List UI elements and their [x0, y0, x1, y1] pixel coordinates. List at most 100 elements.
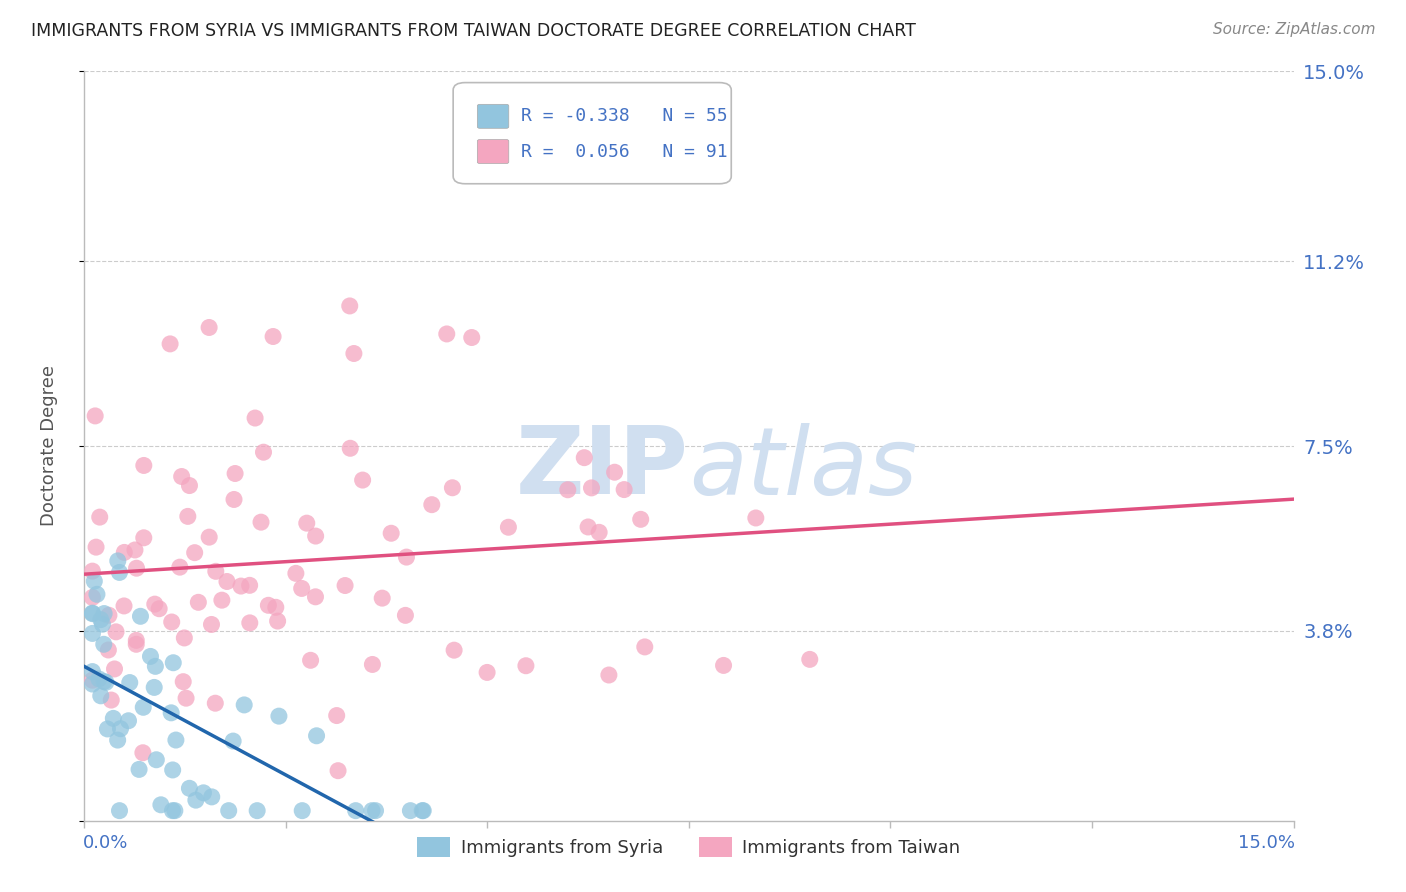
Point	[82, 626, 104, 640]
Point	[169, 560, 191, 574]
Point	[179, 781, 201, 796]
Point	[132, 746, 155, 760]
Point	[93, 674, 115, 689]
Legend: Immigrants from Syria, Immigrants from Taiwan: Immigrants from Syria, Immigrants from T…	[411, 830, 967, 864]
Point	[198, 530, 221, 544]
Point	[103, 711, 125, 725]
Point	[91, 617, 114, 632]
Point	[291, 804, 314, 818]
Point	[118, 675, 141, 690]
Point	[128, 763, 150, 777]
Point	[343, 346, 366, 360]
Point	[257, 599, 280, 613]
Point	[107, 733, 129, 747]
Point	[112, 599, 135, 613]
Point	[108, 804, 131, 818]
Point	[204, 696, 226, 710]
Point	[394, 608, 416, 623]
Point	[96, 722, 118, 736]
Point	[82, 677, 104, 691]
Point	[344, 804, 367, 818]
Point	[364, 804, 387, 818]
Text: atlas: atlas	[689, 423, 917, 514]
Point	[83, 574, 105, 589]
Point	[93, 607, 115, 621]
Point	[243, 411, 266, 425]
Point	[361, 657, 384, 672]
Point	[581, 481, 603, 495]
Point	[498, 520, 520, 534]
FancyBboxPatch shape	[453, 83, 731, 184]
Point	[163, 804, 186, 818]
Point	[395, 550, 418, 565]
Point	[170, 469, 193, 483]
Point	[252, 445, 274, 459]
Point	[325, 708, 347, 723]
Point	[187, 595, 209, 609]
Point	[215, 574, 238, 589]
Point	[515, 658, 537, 673]
Point	[165, 733, 187, 747]
Text: 15.0%: 15.0%	[1237, 834, 1295, 852]
Point	[305, 529, 328, 543]
Point	[201, 789, 224, 804]
Point	[412, 804, 434, 818]
Point	[339, 299, 361, 313]
Point	[82, 564, 104, 578]
Point	[200, 617, 222, 632]
Point	[613, 483, 636, 497]
Point	[380, 526, 402, 541]
Point	[108, 566, 131, 580]
Point	[475, 665, 498, 680]
Point	[420, 498, 443, 512]
Point	[574, 450, 596, 465]
Point	[304, 590, 326, 604]
Point	[149, 797, 172, 812]
Point	[162, 763, 184, 777]
Point	[84, 540, 107, 554]
Point	[224, 467, 246, 481]
Point	[713, 658, 735, 673]
Point	[266, 614, 288, 628]
Point	[103, 662, 125, 676]
Point	[222, 734, 245, 748]
Point	[443, 643, 465, 657]
Point	[125, 633, 148, 648]
Point	[267, 709, 290, 723]
Point	[107, 554, 129, 568]
Point	[229, 579, 252, 593]
Point	[86, 587, 108, 601]
Point	[411, 804, 433, 818]
Point	[576, 520, 599, 534]
Point	[333, 578, 356, 592]
Point	[84, 409, 107, 423]
Point	[110, 722, 132, 736]
Point	[159, 337, 181, 351]
Point	[90, 689, 112, 703]
Point	[105, 624, 128, 639]
Point	[139, 649, 162, 664]
Point	[291, 582, 314, 596]
Point	[173, 631, 195, 645]
Point	[352, 473, 374, 487]
Point	[143, 681, 166, 695]
Point	[89, 510, 111, 524]
Point	[179, 478, 201, 492]
Text: 0.0%: 0.0%	[83, 834, 128, 852]
Point	[132, 458, 155, 473]
Point	[97, 608, 120, 623]
Text: R =  0.056   N = 91: R = 0.056 N = 91	[520, 143, 727, 161]
Point	[100, 693, 122, 707]
Point	[117, 714, 139, 728]
Point	[172, 674, 194, 689]
Point	[125, 637, 148, 651]
Point	[125, 561, 148, 575]
Point	[295, 516, 318, 530]
Point	[132, 700, 155, 714]
Text: R = -0.338   N = 55: R = -0.338 N = 55	[520, 107, 727, 125]
Point	[218, 804, 240, 818]
Point	[239, 578, 262, 592]
Point	[162, 804, 184, 818]
Text: ZIP: ZIP	[516, 423, 689, 515]
Point	[305, 729, 328, 743]
